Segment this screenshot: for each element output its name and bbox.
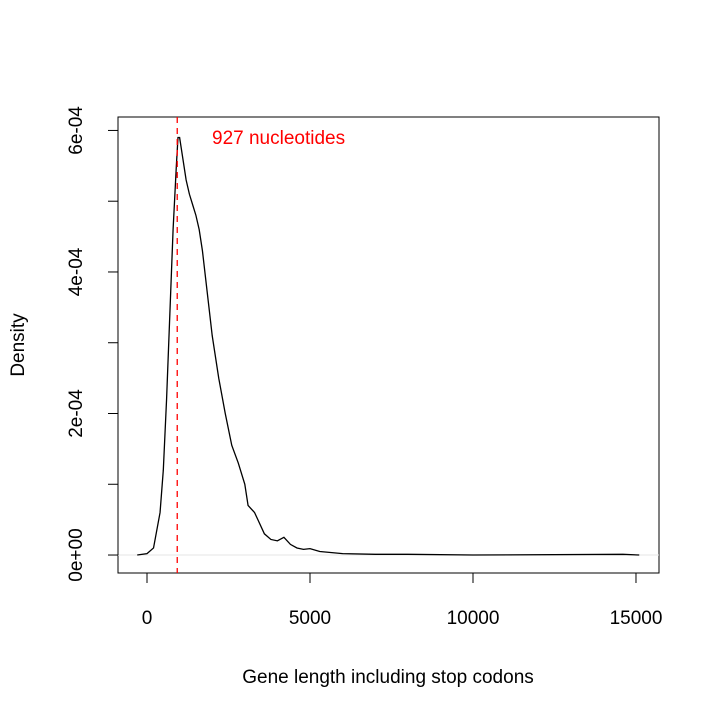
density-line [137, 136, 640, 556]
x-tick-label: 0 [142, 608, 153, 629]
y-tick-label: 2e-04 [66, 389, 87, 438]
y-tick-label: 4e-04 [66, 247, 87, 296]
annotation: 927 nucleotides [212, 128, 345, 149]
x-tick-label: 10000 [447, 608, 500, 629]
y-tick-label: 6e-04 [66, 106, 87, 155]
y-tick-label: 0e+00 [66, 528, 87, 581]
x-axis-label: Gene length including stop codons [242, 667, 534, 688]
y-axis-label: Density [8, 313, 29, 377]
plot-frame [117, 116, 660, 574]
x-tick-label: 5000 [289, 608, 331, 629]
x-tick-label: 15000 [610, 608, 663, 629]
